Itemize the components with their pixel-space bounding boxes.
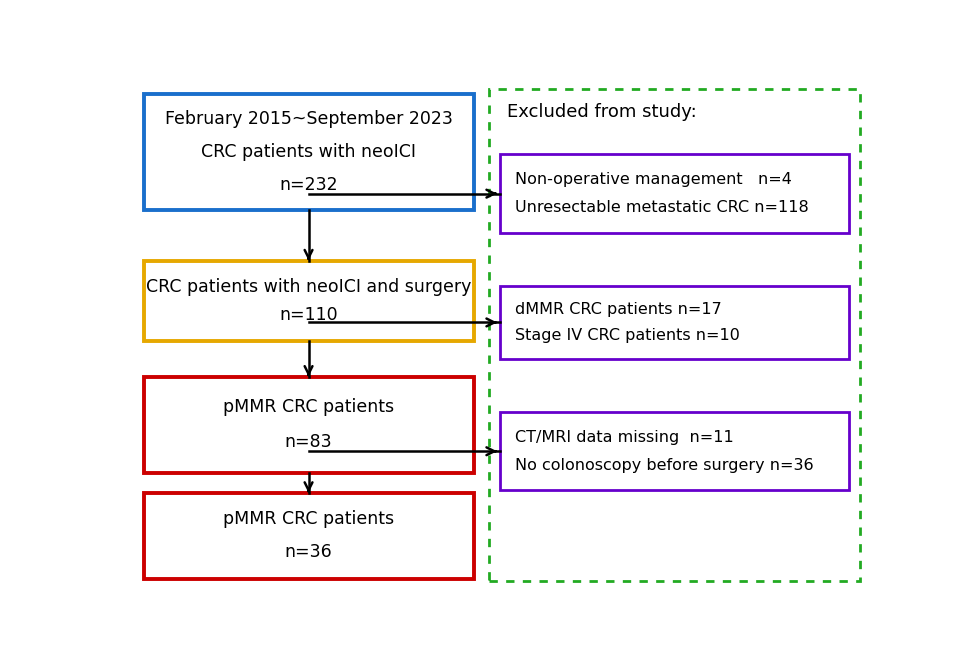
FancyBboxPatch shape (143, 94, 473, 210)
Text: Excluded from study:: Excluded from study: (507, 102, 697, 121)
Text: CRC patients with neoICI and surgery: CRC patients with neoICI and surgery (146, 278, 471, 296)
Text: pMMR CRC patients: pMMR CRC patients (223, 510, 394, 529)
FancyBboxPatch shape (143, 260, 473, 341)
FancyBboxPatch shape (499, 155, 849, 233)
Text: No colonoscopy before surgery n=36: No colonoscopy before surgery n=36 (515, 458, 813, 472)
FancyBboxPatch shape (499, 412, 849, 491)
Text: Stage IV CRC patients n=10: Stage IV CRC patients n=10 (515, 327, 740, 342)
Text: n=232: n=232 (279, 176, 338, 194)
FancyBboxPatch shape (143, 377, 473, 473)
Text: dMMR CRC patients n=17: dMMR CRC patients n=17 (515, 302, 721, 318)
FancyBboxPatch shape (499, 286, 849, 359)
Text: February 2015~September 2023: February 2015~September 2023 (165, 110, 452, 128)
Text: n=36: n=36 (285, 543, 332, 562)
Text: Unresectable metastatic CRC n=118: Unresectable metastatic CRC n=118 (515, 200, 808, 215)
Text: CRC patients with neoICI: CRC patients with neoICI (201, 143, 416, 161)
Text: pMMR CRC patients: pMMR CRC patients (223, 398, 394, 416)
Text: CT/MRI data missing  n=11: CT/MRI data missing n=11 (515, 430, 734, 445)
Text: n=83: n=83 (285, 434, 332, 451)
Text: Non-operative management   n=4: Non-operative management n=4 (515, 173, 792, 187)
Text: n=110: n=110 (279, 306, 338, 324)
FancyBboxPatch shape (143, 493, 473, 579)
